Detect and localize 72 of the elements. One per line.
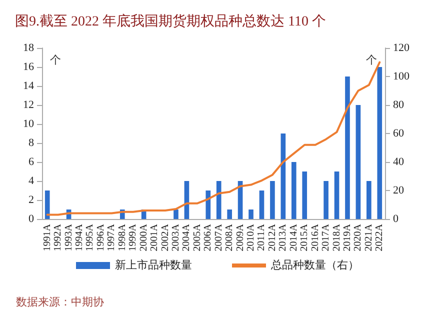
y-tick-label: 2	[28, 194, 34, 206]
x-tick-label: 2008A	[224, 223, 236, 252]
y2-tick-label: 80	[393, 99, 404, 111]
y-tick-label: 4	[28, 175, 34, 187]
x-tick-label: 1999A	[128, 223, 139, 252]
bar	[345, 76, 350, 219]
x-tick-label: 2018A	[331, 223, 342, 252]
y2-tick-label: 40	[393, 156, 404, 168]
bar	[324, 181, 328, 219]
y-tick-label: 8	[28, 137, 34, 149]
bar	[377, 67, 382, 219]
legend-label: 总品种数量（右）	[270, 258, 359, 272]
y-tick-label: 10	[23, 118, 34, 130]
x-tick-label: 2001A	[149, 223, 160, 252]
y-tick-label: 16	[23, 61, 34, 73]
x-tick-label: 1992A	[52, 223, 64, 252]
x-tick-label: 2014A	[288, 223, 300, 252]
x-tick-label: 2022A	[374, 223, 386, 252]
x-tick-label: 1998A	[116, 223, 128, 252]
bar	[356, 105, 361, 219]
source-note: 数据来源：中期协	[16, 296, 104, 308]
x-tick-label: 2006A	[202, 223, 214, 252]
x-tick-label: 2015A	[299, 223, 310, 252]
chart-title: 图9.截至 2022 年底我国期货期权品种总数达 110 个	[15, 14, 326, 30]
bar	[302, 172, 308, 219]
x-tick-label: 2010A	[246, 223, 257, 252]
y-tick-label: 14	[23, 80, 34, 92]
bar	[366, 181, 372, 219]
x-tick-label: 2019A	[342, 223, 353, 252]
y2-tick-label: 120	[393, 42, 410, 54]
bar	[259, 190, 264, 219]
y2-axis-title: 个	[366, 54, 377, 66]
x-tick-label: 2020A	[352, 223, 364, 252]
bar	[334, 172, 340, 219]
legend-label: 新上市品种数量	[115, 258, 192, 272]
x-tick-label: 1995A	[84, 223, 96, 252]
x-tick-label: 2009A	[234, 223, 246, 252]
x-tick-label: 2003A	[170, 223, 182, 252]
x-tick-label: 2007A	[213, 223, 224, 252]
x-tick-label: 2002A	[160, 223, 171, 252]
bar	[174, 210, 178, 219]
y2-tick-label: 0	[393, 213, 399, 225]
x-tick-label: 2012A	[266, 223, 278, 252]
x-tick-label: 1996A	[95, 223, 106, 252]
y-tick-label: 0	[28, 213, 34, 225]
bar	[270, 181, 275, 219]
bar	[280, 134, 286, 219]
x-tick-label: 1993A	[63, 223, 74, 252]
x-tick-label: 2021A	[363, 223, 374, 252]
y-axis-title: 个	[50, 54, 61, 66]
x-tick-label: 1991A	[42, 223, 53, 252]
x-tick-label: 2000A	[138, 223, 150, 252]
bar	[216, 181, 222, 219]
y2-tick-label: 100	[393, 70, 410, 82]
x-tick-label: 1997A	[106, 223, 118, 252]
x-tick-label: 1994A	[74, 223, 86, 252]
x-tick-label: 2004A	[181, 223, 192, 252]
bar	[248, 210, 254, 219]
bar	[227, 210, 232, 219]
x-tick-label: 2005A	[192, 223, 203, 252]
bar	[291, 162, 296, 219]
x-tick-label: 2011A	[256, 223, 268, 251]
bar	[44, 190, 50, 219]
y-tick-label: 6	[28, 156, 34, 168]
y-tick-label: 12	[23, 99, 34, 111]
y2-tick-label: 60	[393, 128, 404, 140]
bar	[206, 190, 211, 219]
x-tick-label: 2013A	[278, 223, 289, 252]
y2-tick-label: 20	[393, 184, 404, 196]
x-tick-label: 2016A	[310, 223, 321, 252]
y-tick-label: 18	[23, 42, 34, 54]
x-tick-label: 2017A	[320, 223, 332, 252]
